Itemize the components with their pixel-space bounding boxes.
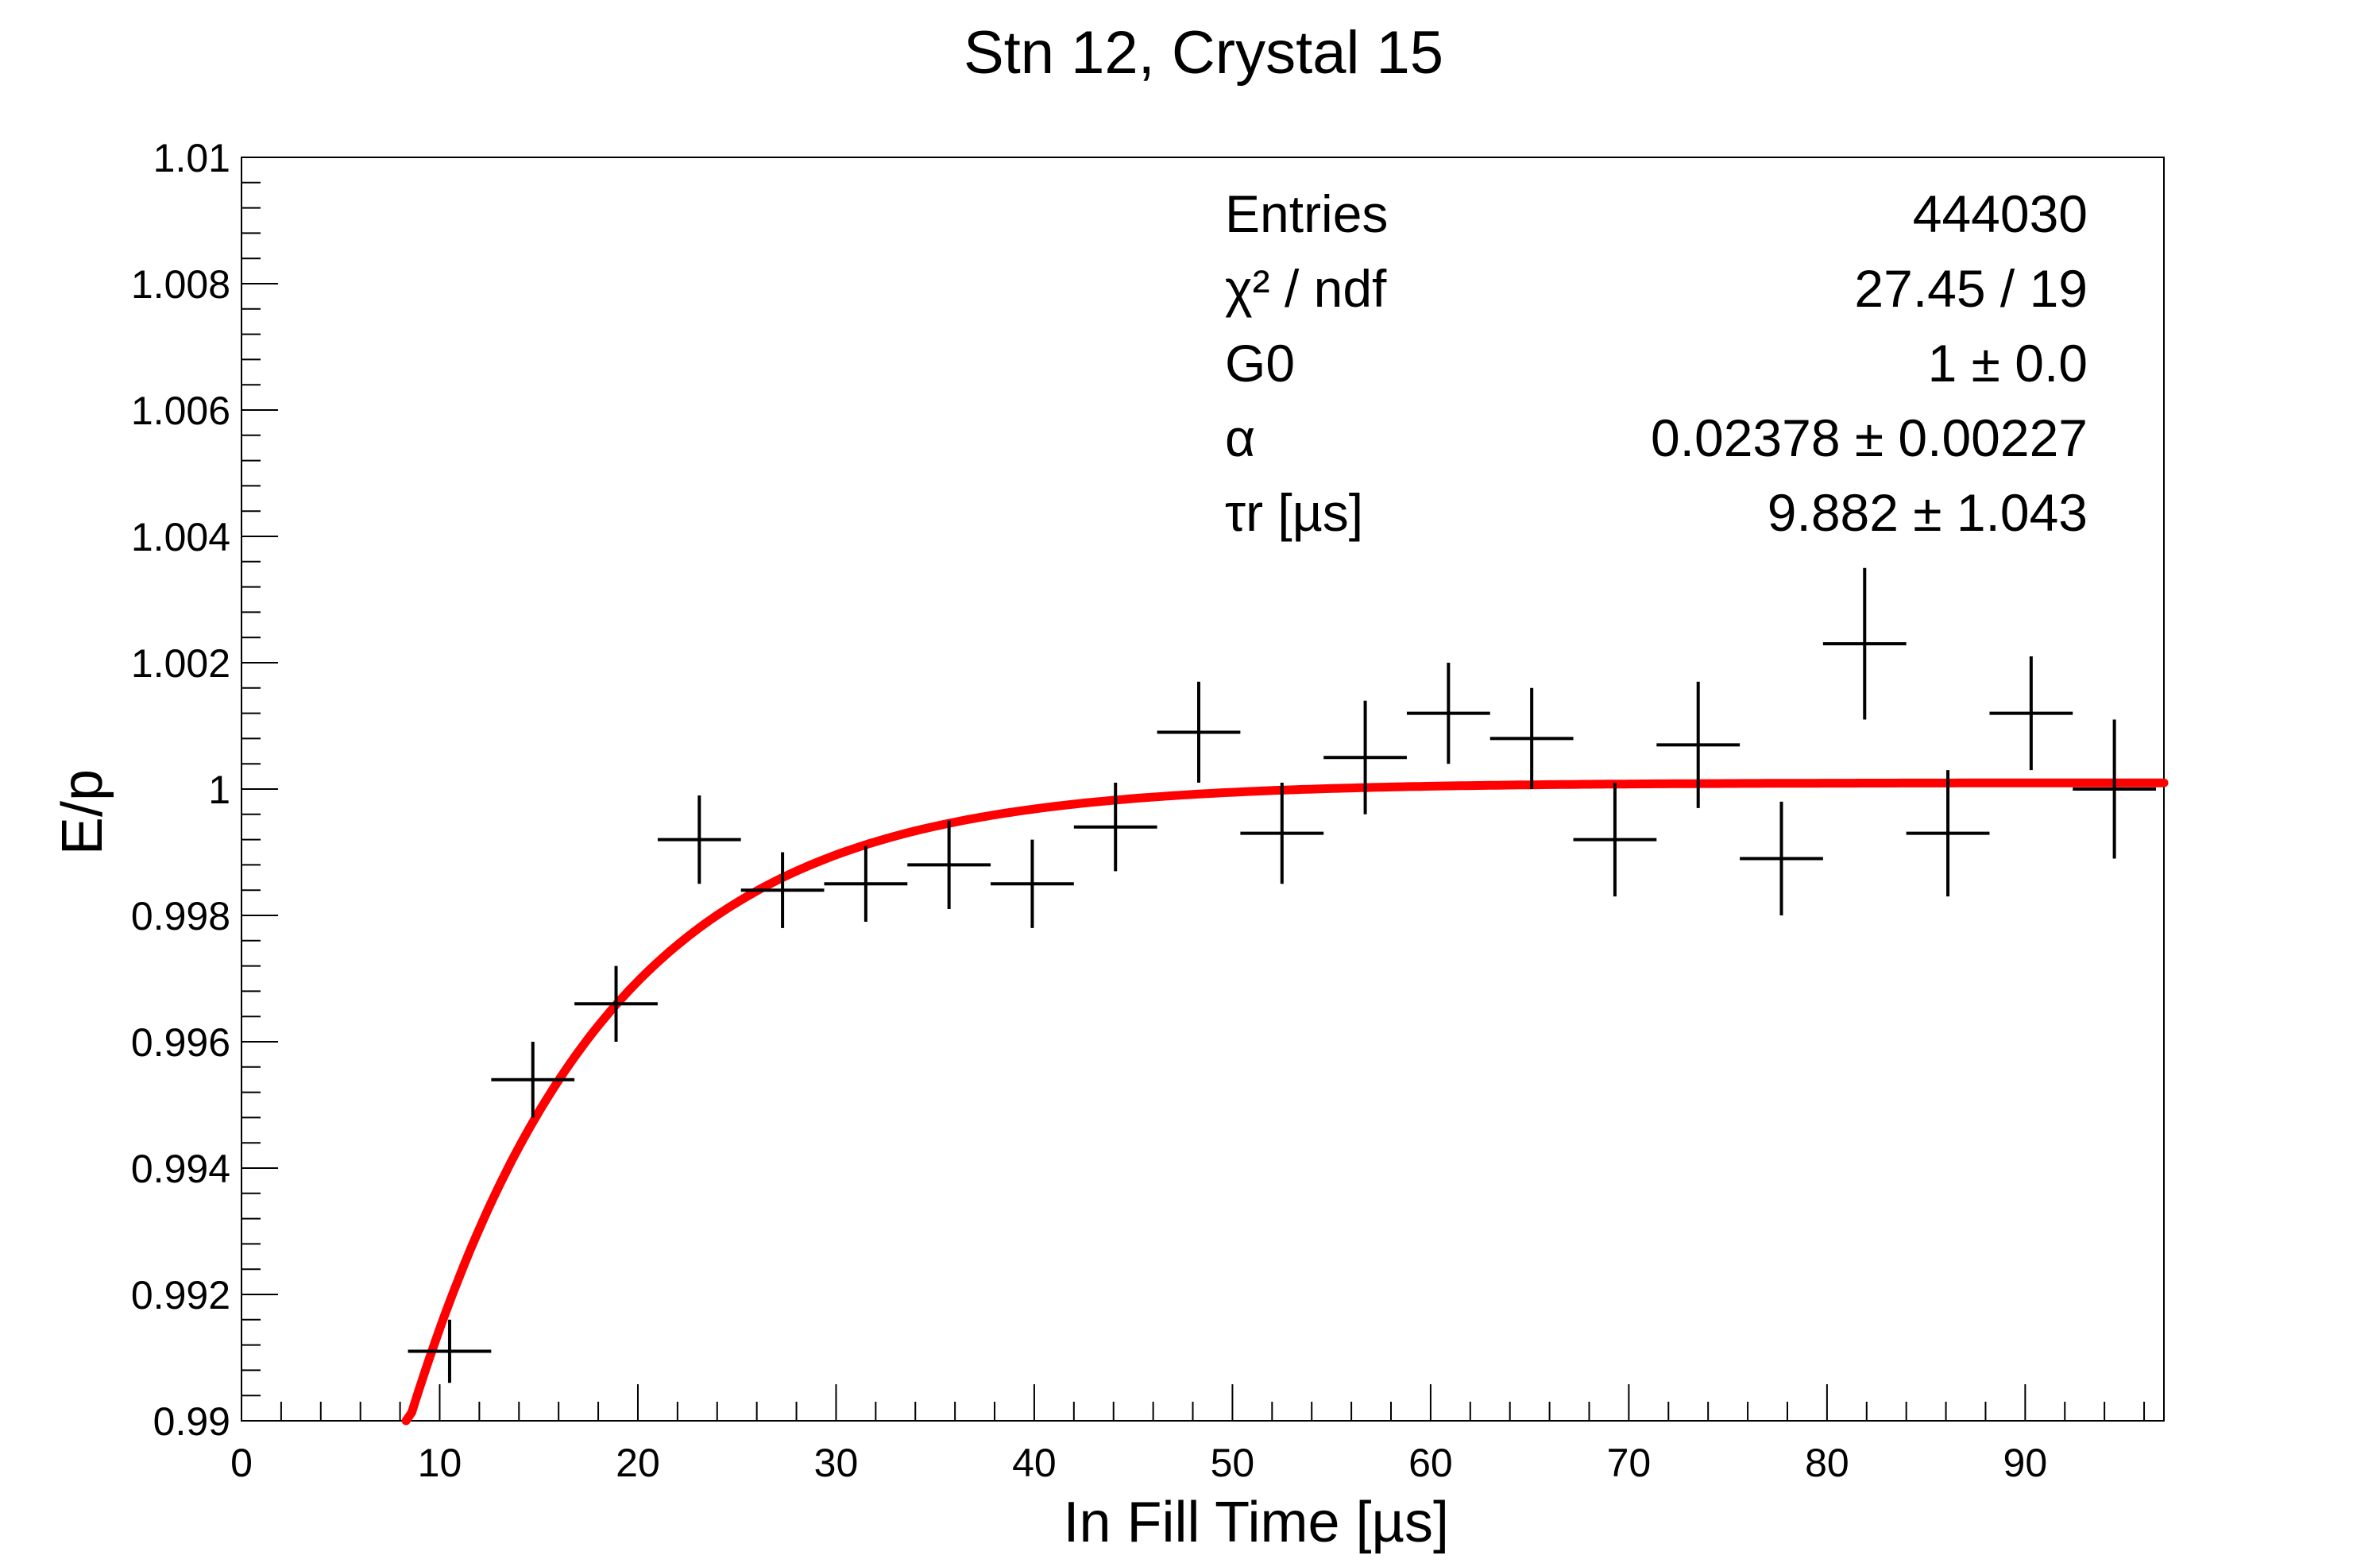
y-tick-label: 1.002	[131, 641, 230, 686]
x-tick-label: 20	[616, 1441, 660, 1485]
data-point	[657, 795, 741, 884]
data-point	[1822, 567, 1907, 720]
fit-curve-layer	[401, 778, 2169, 1426]
stats-label-g0: G0	[1225, 334, 1295, 393]
stats-value-g0: 1 ± 0.0	[1928, 334, 2088, 393]
stats-value-chi2: 27.45 / 19	[1854, 259, 2088, 318]
y-tick-label: 1.004	[131, 515, 230, 559]
plot-frame	[241, 157, 2165, 1422]
data-point	[1740, 801, 1823, 915]
x-tick-label: 40	[1012, 1441, 1057, 1485]
data-point	[1573, 783, 1657, 897]
fit-curve	[401, 778, 2169, 1426]
data-points-layer	[408, 567, 2157, 1383]
y-tick-label: 0.99	[153, 1399, 230, 1444]
data-point	[491, 1042, 575, 1118]
x-tick-label: 90	[2003, 1441, 2048, 1485]
y-tick-label: 0.998	[131, 894, 230, 938]
y-axis: 0.99 0.992 0.994 0.996 0.998 1 1.002 1.004 1.006…	[131, 136, 278, 1444]
x-tick-label: 50	[1211, 1441, 1255, 1485]
y-tick-label: 1.008	[131, 262, 230, 307]
stats-label-alpha: α	[1225, 408, 1255, 467]
x-tick-label: 10	[418, 1441, 462, 1485]
stats-value-entries: 444030	[1913, 184, 2088, 243]
x-axis: 0 10 20 30 40 50 60 70 80 90	[230, 1384, 2146, 1485]
x-axis-label: In Fill Time [µs]	[1063, 1491, 1449, 1554]
data-point	[1656, 681, 1741, 808]
stats-label-entries: Entries	[1225, 184, 1388, 243]
data-point	[1240, 783, 1324, 884]
data-point	[1989, 656, 2073, 771]
x-tick-label: 0	[230, 1441, 253, 1485]
data-point	[1323, 700, 1407, 814]
data-point	[740, 852, 825, 928]
y-tick-label: 1.01	[153, 136, 230, 180]
x-tick-label: 70	[1607, 1441, 1652, 1485]
chart-title: Stn 12, Crystal 15	[964, 19, 1443, 87]
data-point	[1073, 783, 1157, 872]
data-point	[2073, 719, 2157, 859]
y-tick-label: 1	[208, 768, 230, 812]
data-point	[1489, 687, 1574, 789]
stats-box: Entries 444030 χ² / ndf 27.45 / 19 G0 1 …	[1225, 184, 2088, 542]
y-tick-label: 0.994	[131, 1147, 230, 1191]
y-tick-label: 0.992	[131, 1273, 230, 1317]
data-point	[907, 820, 991, 910]
y-axis-label: E/p	[51, 769, 114, 855]
data-point	[1906, 770, 1990, 897]
stats-label-chi2: χ² / ndf	[1225, 259, 1387, 318]
x-tick-label: 80	[1805, 1441, 1849, 1485]
stats-value-tau: 9.882 ± 1.043	[1768, 483, 2088, 542]
data-point	[574, 965, 658, 1042]
x-tick-label: 60	[1408, 1441, 1453, 1485]
data-point	[1406, 663, 1490, 764]
stats-value-alpha: 0.02378 ± 0.00227	[1651, 408, 2088, 467]
data-point	[824, 845, 908, 922]
data-point	[1157, 681, 1241, 784]
y-tick-label: 1.006	[131, 389, 230, 433]
data-point	[991, 839, 1074, 928]
stats-label-tau: τr [µs]	[1225, 483, 1363, 542]
x-tick-label: 30	[814, 1441, 859, 1485]
data-point	[408, 1319, 492, 1383]
y-tick-label: 0.996	[131, 1020, 230, 1065]
